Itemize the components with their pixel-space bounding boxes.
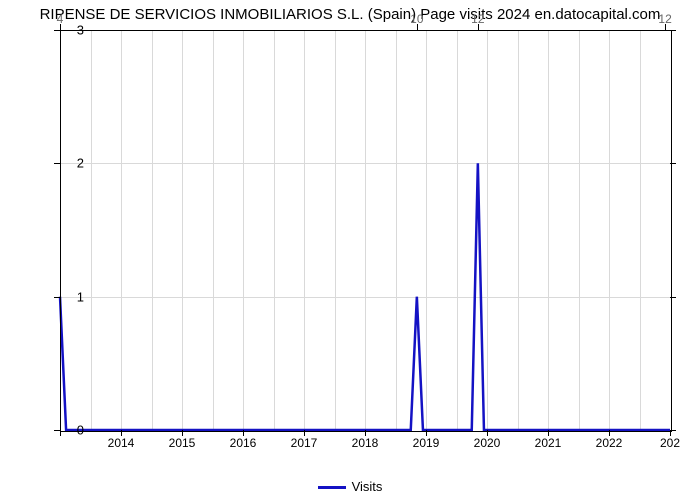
y-tick-label: 2	[77, 156, 84, 171]
y-tick-label: 0	[77, 423, 84, 438]
x-tick-label: 2020	[474, 436, 501, 450]
x-tick-label: 2022	[596, 436, 623, 450]
x-tick-label: 202	[660, 436, 680, 450]
x-tick-label: 2014	[108, 436, 135, 450]
legend-swatch	[318, 486, 346, 489]
top-tick-label: 12	[658, 12, 671, 26]
top-tick-label: 10	[410, 12, 423, 26]
x-tick-label: 2015	[169, 436, 196, 450]
x-tick-label: 2017	[291, 436, 318, 450]
plot-border	[60, 30, 672, 432]
chart-title: RIPENSE DE SERVICIOS INMOBILIARIOS S.L. …	[0, 6, 700, 23]
plot-area	[60, 30, 670, 430]
x-tick-label: 2016	[230, 436, 257, 450]
x-tick-label: 2019	[413, 436, 440, 450]
legend-label: Visits	[352, 479, 383, 494]
legend: Visits	[0, 479, 700, 494]
y-tick-label: 3	[77, 23, 84, 38]
y-tick-label: 1	[77, 289, 84, 304]
x-tick-label: 2021	[535, 436, 562, 450]
top-tick-label: 12	[471, 12, 484, 26]
top-tick-label: 4	[57, 12, 64, 26]
x-tick-label: 2018	[352, 436, 379, 450]
